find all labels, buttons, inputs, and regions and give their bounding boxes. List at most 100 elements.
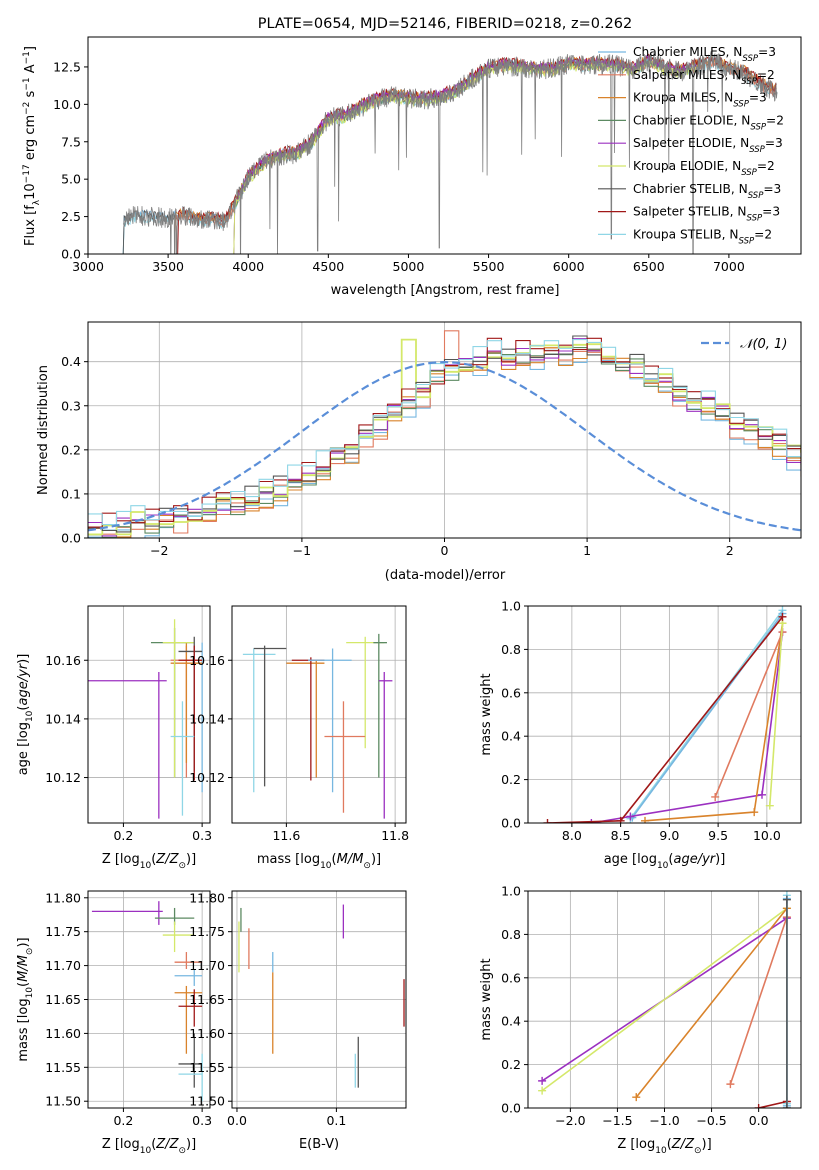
x-tick-label: 8.5 [611,828,631,843]
label-part: mass [log [16,998,31,1061]
data-point-marker [711,792,720,801]
x-tick-label: 11.6 [272,828,300,843]
x-tick-label: −2.0 [555,1113,585,1128]
legend-sub: SSP [733,100,749,110]
data-point-marker [626,812,635,821]
legend-tail: =2 [757,68,775,82]
y-axis-label: Flux [fλ10−17 erg cm−2 s−1 A−1] [22,46,42,246]
residual-histogram [88,339,801,526]
label-part: 10 [140,1146,152,1156]
y-tick-label: 11.50 [45,1094,81,1109]
data-point-marker [632,1093,641,1102]
label-part: ( [667,1137,672,1152]
x-tick-label: 7000 [713,259,745,274]
spectrum-frame [87,36,802,255]
y-tick-label: 5.0 [61,172,81,187]
y-tick-label: 11.60 [45,1026,81,1041]
mass-vs-Z-frame [87,890,211,1109]
label-part: )] [371,852,381,867]
y-tick-label: 11.65 [189,992,225,1007]
label-part: Z [log [617,1137,655,1152]
label-part: Flux [f [23,205,38,246]
label-part: )] [702,1137,712,1152]
gaussian-curve [88,360,801,532]
label-part: Z [log [102,852,140,867]
age-vs-Z-frame [87,605,211,824]
x-axis-label: Z [log10(Z/Z⊙)] [102,852,196,871]
x-axis-label: (data-model)/error [385,568,506,583]
data-point-marker [754,1104,763,1108]
legend-tail: =3 [763,182,781,196]
legend-sub: SSP [746,214,762,224]
legend-sub: SSP [750,122,766,132]
x-tick-label: −1.5 [602,1113,632,1128]
x-tick-label: 0.3 [192,828,212,843]
y-tick-label: 11.80 [45,890,81,905]
legend-sub: SSP [741,168,757,178]
x-tick-label: 5000 [393,259,425,274]
clip-age-vs-Z-group [88,619,203,819]
legend-tail: =3 [762,205,780,219]
y-tick-label: 11.80 [189,890,225,905]
legend-sub: SSP [741,77,757,87]
legend-entry: Salpeter STELIB, NSSP=3 [633,205,780,224]
y-tick-label: 10.0 [53,97,81,112]
legend-tail: =2 [757,159,775,173]
legend-text: Kroupa ELODIE, N [633,159,741,173]
y-tick-label: 10.14 [189,711,225,726]
label-part: ] [23,46,38,51]
label-part: ( [332,852,337,867]
mass-weight-line [591,631,784,823]
legend-text: Salpeter STELIB, N [633,205,746,219]
label-part: PLATE=0654, MJD=52146, FIBERID=0218, z=0… [258,16,632,32]
label-part: 10 [655,1146,667,1156]
legend-sub: SSP [748,191,764,201]
label-part: )] [186,852,196,867]
legend-text: Chabrier MILES, N [633,45,742,59]
x-tick-label: 0.3 [192,1113,212,1128]
y-tick-label: 0.1 [61,486,81,501]
legend-tail: =2 [754,227,772,241]
label-part: age/yr [16,662,31,705]
y-tick-label: 2.5 [61,209,81,224]
legend-sub: SSP [749,145,765,155]
label-part: 10 [25,710,35,722]
clip-weight-vs-age-group [543,606,787,823]
y-tick-label: 0.6 [501,685,521,700]
label-part: s [23,90,38,101]
y-tick-label: 7.5 [61,134,81,149]
x-tick-label: 0 [441,543,449,558]
legend-text: Chabrier ELODIE, N [633,113,750,127]
data-point-marker [765,801,774,810]
x-tick-label: 3500 [152,259,184,274]
y-tick-label: 0.2 [501,1057,521,1072]
label-part: ( [151,852,156,867]
y-tick-label: 10.12 [189,770,225,785]
x-tick-label: 0.0 [227,1113,247,1128]
x-tick-label: 0.1 [326,1113,346,1128]
label-part: λ [32,199,42,205]
clip-weight-vs-Z-group [538,891,791,1108]
y-tick-label: 0.8 [501,642,521,657]
x-tick-label: −0.5 [696,1113,726,1128]
x-tick-label: 11.8 [381,828,409,843]
legend-tail: =2 [766,113,784,127]
weight-vs-age-frame [527,605,802,824]
label-part: ( [16,982,31,987]
x-tick-label: 3000 [72,259,104,274]
x-tick-label: −2 [150,543,168,558]
label-part: 10 [25,987,35,999]
label-part: Z/Z [671,1137,695,1152]
y-tick-label: 0.6 [501,970,521,985]
y-tick-label: 11.55 [45,1060,81,1075]
y-tick-label: 11.70 [45,958,81,973]
legend-text: Kroupa STELIB, N [633,227,739,241]
mass-weight-line [714,631,784,798]
x-axis-label: wavelength [Angstrom, rest frame] [331,283,560,298]
y-tick-label: 11.75 [45,924,81,939]
legend-entry: Chabrier ELODIE, NSSP=2 [633,113,784,132]
data-point-marker [628,813,637,822]
chart-title: PLATE=0654, MJD=52146, FIBERID=0218, z=0… [258,16,632,32]
y-axis-label: age [log10(age/yr)] [16,654,35,776]
